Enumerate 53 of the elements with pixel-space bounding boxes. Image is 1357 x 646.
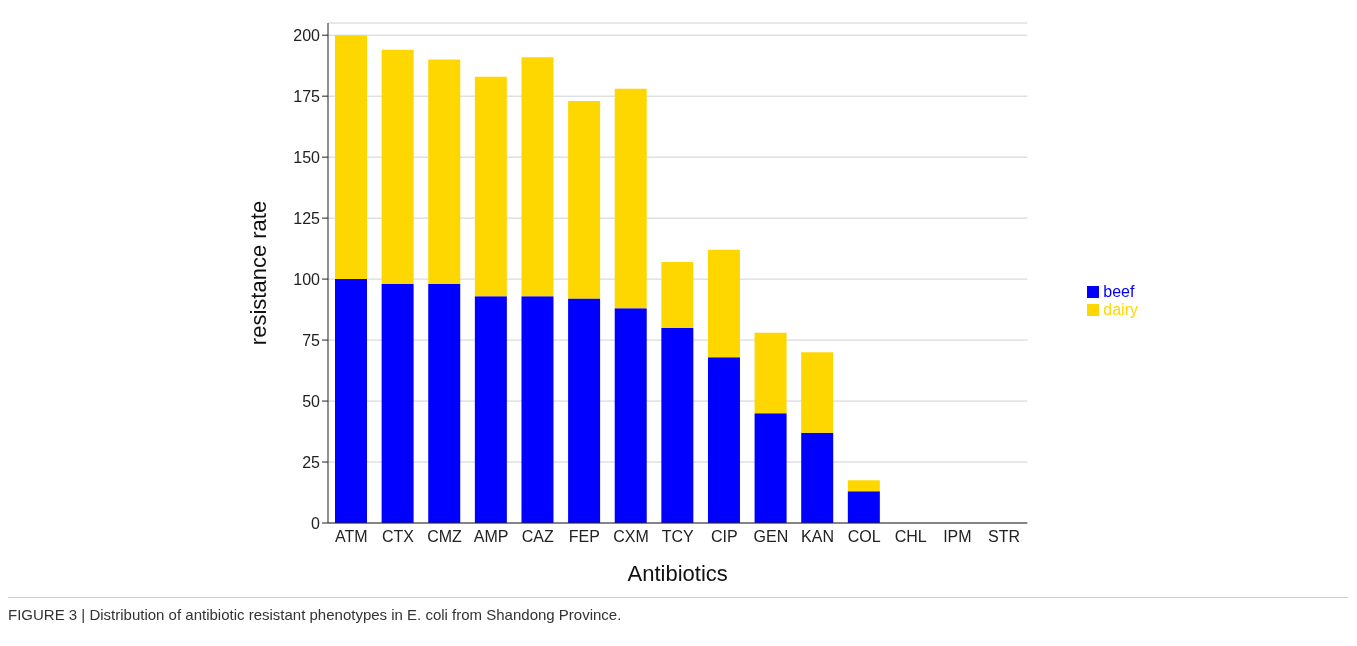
- x-tick-label: FEP: [568, 528, 600, 546]
- x-tick-label: COL: [847, 528, 881, 546]
- y-tick-label: 200: [293, 26, 321, 44]
- bar: [801, 352, 834, 433]
- bar: [754, 413, 787, 523]
- y-tick-label: 25: [302, 453, 321, 471]
- x-tick-label: TCY: [661, 528, 694, 546]
- bar: [521, 296, 554, 523]
- bar: [801, 432, 834, 523]
- x-tick-label: CIP: [710, 528, 738, 546]
- x-tick-label: CXM: [613, 528, 649, 546]
- bar: [474, 76, 507, 297]
- y-tick-label: 0: [311, 514, 321, 532]
- bar: [847, 480, 880, 492]
- x-tick-label: AMP: [473, 528, 509, 546]
- bar: [335, 279, 367, 523]
- y-tick-label: 50: [302, 392, 321, 410]
- bar: [428, 283, 461, 523]
- bar: [661, 262, 694, 328]
- bar: [707, 357, 740, 523]
- bar: [614, 308, 647, 523]
- bar: [381, 283, 414, 523]
- x-tick-label: CHL: [894, 528, 927, 546]
- x-tick-label: CMZ: [427, 528, 463, 546]
- y-tick-label: 100: [293, 270, 321, 288]
- legend-label: beef: [1103, 282, 1135, 300]
- bar: [521, 57, 554, 297]
- bar: [381, 49, 414, 284]
- bar: [568, 298, 601, 523]
- bar: [754, 332, 787, 414]
- bar: [428, 59, 461, 284]
- bar: [474, 296, 507, 523]
- bar: [847, 491, 880, 523]
- bar: [707, 249, 740, 358]
- x-tick-label: KAN: [801, 528, 834, 546]
- y-tick-label: 175: [293, 87, 321, 105]
- y-tick-label: 150: [293, 148, 321, 166]
- x-tick-label: STR: [988, 528, 1020, 546]
- caption: FIGURE 3 | Distribution of antibiotic resistant phenotypes in E. coli from Shandong Province.: [8, 597, 1348, 623]
- legend-label: dairy: [1103, 300, 1138, 318]
- x-tick-label: CAZ: [521, 528, 555, 546]
- x-tick-label: ATM: [335, 528, 368, 546]
- bar: [568, 101, 601, 299]
- x-tick-label: IPM: [943, 528, 972, 546]
- bar: [661, 327, 694, 523]
- y-axis-title: resistance rate: [245, 200, 271, 346]
- bar: [614, 88, 647, 309]
- x-axis-title: Antibiotics: [627, 561, 728, 586]
- x-tick-label: GEN: [753, 528, 789, 546]
- y-tick-label: 75: [302, 331, 321, 349]
- x-tick-label: CTX: [381, 528, 415, 546]
- y-tick-label: 125: [293, 209, 321, 227]
- bar: [335, 35, 367, 280]
